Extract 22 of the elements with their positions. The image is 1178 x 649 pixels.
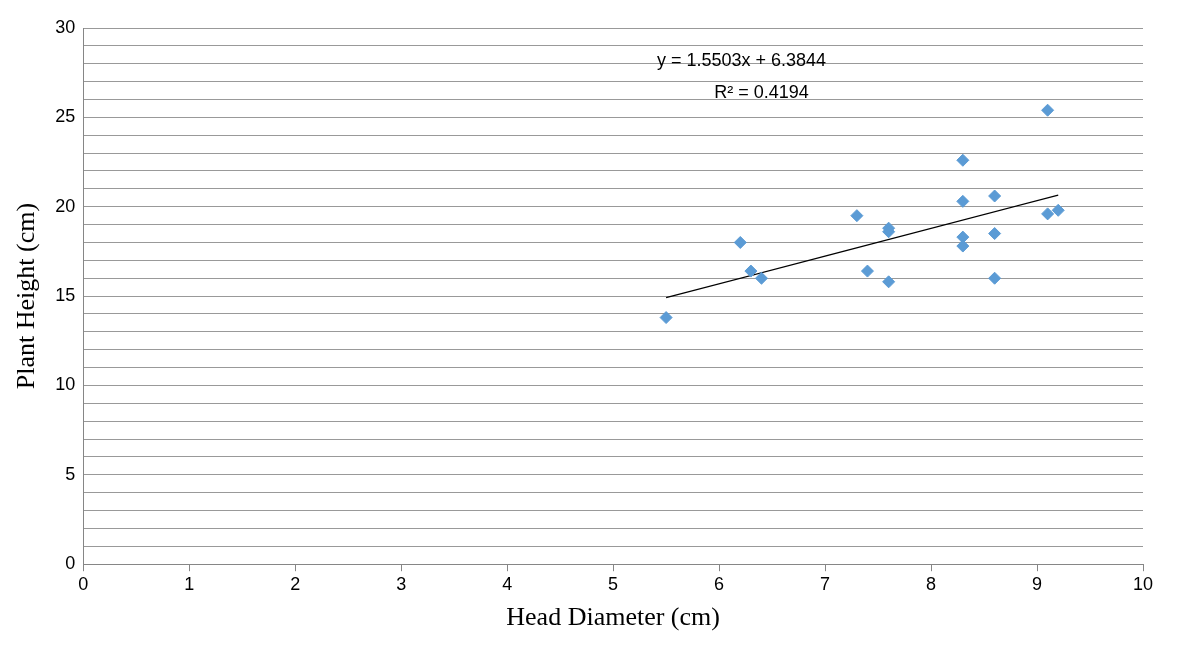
x-tick-label: 9 [1032, 573, 1043, 594]
x-tick-label: 1 [184, 573, 195, 594]
x-tick-label: 5 [608, 573, 619, 594]
y-axis-title: Plant Height (cm) [11, 202, 41, 390]
x-tick-label: 3 [396, 573, 407, 594]
x-tick-label: 7 [820, 573, 831, 594]
x-tick-label: 8 [926, 573, 937, 594]
y-tick-label: 15 [55, 285, 76, 306]
y-tick-label: 30 [55, 16, 76, 37]
x-tick-label: 4 [502, 573, 513, 594]
x-tick-label: 2 [290, 573, 301, 594]
y-tick-label: 25 [55, 106, 76, 127]
annotation: R² = 0.4194 [714, 81, 809, 102]
y-tick-label: 0 [65, 553, 76, 574]
x-tick-label: 6 [714, 573, 725, 594]
x-axis-title: Head Diameter (cm) [506, 602, 720, 632]
x-tick-label: 0 [78, 573, 89, 594]
y-tick-label: 5 [65, 463, 76, 484]
y-tick-label: 10 [55, 374, 76, 395]
y-tick-label: 20 [55, 195, 76, 216]
x-tick-label: 10 [1132, 573, 1154, 594]
annotation: y = 1.5503x + 6.3844 [656, 49, 827, 70]
